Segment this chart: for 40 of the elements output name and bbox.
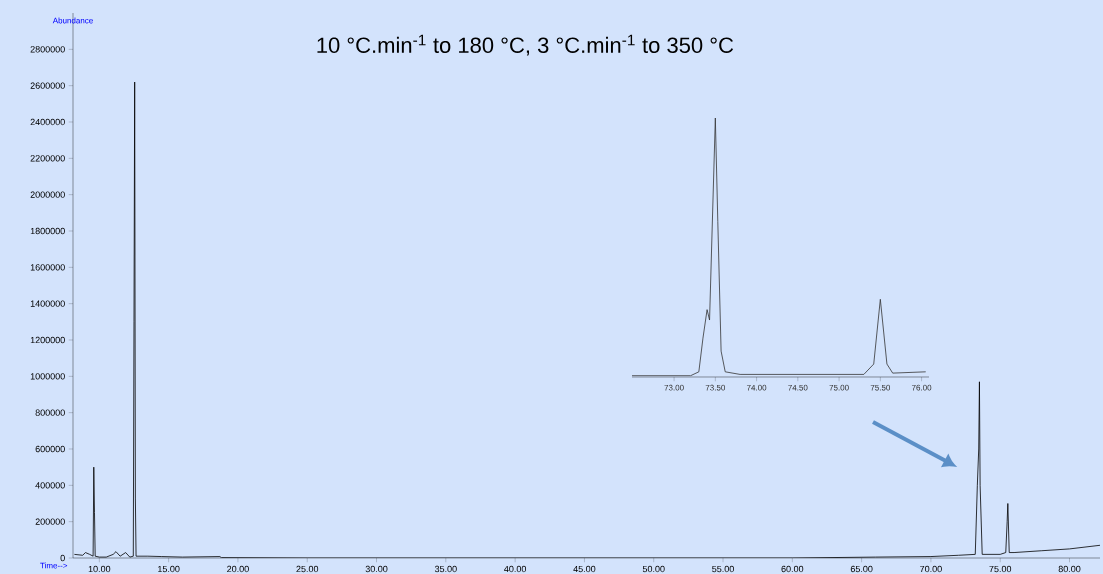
x-tick-label: 76.00 (911, 384, 932, 391)
y-tick-label: 2000000 (30, 191, 65, 198)
x-tick-label: 35.00 (434, 565, 457, 573)
x-tick-label: 73.50 (705, 384, 726, 391)
x-tick-label: 45.00 (573, 565, 596, 573)
x-tick-label: 60.00 (781, 565, 804, 573)
x-tick-label: 74.00 (746, 384, 767, 391)
x-tick-label: 25.00 (296, 565, 319, 573)
y-tick-label: 1400000 (30, 300, 65, 307)
x-tick-label: 50.00 (642, 565, 665, 573)
x-tick-label: 74.50 (788, 384, 808, 391)
y-tick-label: 0 (60, 554, 65, 562)
y-tick-label: 2400000 (30, 118, 65, 126)
x-tick-label: 65.00 (850, 565, 873, 573)
y-tick-label: 1000000 (30, 373, 65, 380)
x-tick-label: 80.00 (1058, 565, 1081, 573)
y-tick-label: 1200000 (30, 336, 65, 344)
x-tick-label: 73.00 (664, 384, 684, 391)
y-axis-title: Abundance (52, 17, 93, 24)
x-tick-label: 30.00 (365, 565, 388, 573)
x-axis-title: Time--> (40, 562, 68, 569)
y-tick-label: 2200000 (30, 155, 65, 162)
x-tick-label: 75.50 (870, 384, 891, 391)
y-tick-label: 2600000 (30, 82, 65, 89)
y-tick-label: 400000 (35, 482, 65, 489)
x-tick-label: 10.00 (88, 565, 111, 573)
y-tick-label: 2800000 (30, 46, 65, 53)
text: 10 °C.min$^{-1}$ to 180 °C, 3 °C.min$^{-1}$ to 350 °C (317, 34, 734, 56)
y-tick-label: 600000 (35, 445, 65, 453)
x-tick-label: 75.00 (829, 384, 849, 391)
y-tick-label: 200000 (35, 518, 65, 525)
y-tick-label: 800000 (35, 409, 65, 416)
y-tick-label: 1800000 (30, 227, 65, 235)
x-tick-label: 55.00 (712, 565, 734, 573)
x-tick-label: 75.00 (989, 565, 1012, 573)
x-tick-label: 15.00 (158, 565, 180, 573)
x-tick-label: 70.00 (920, 565, 942, 573)
y-tick-label: 1600000 (30, 264, 65, 271)
x-tick-label: 20.00 (227, 565, 249, 573)
x-tick-label: 40.00 (504, 565, 527, 573)
